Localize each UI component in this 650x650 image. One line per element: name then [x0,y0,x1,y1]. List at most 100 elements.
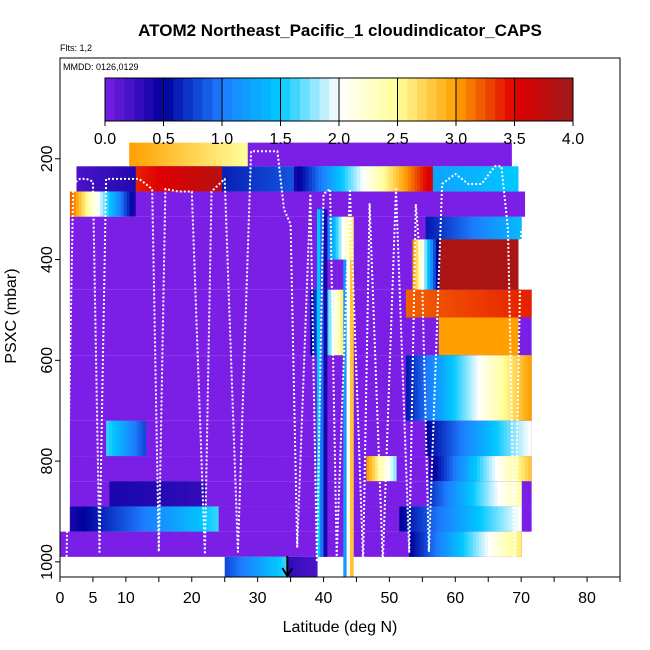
heat-strip [466,317,470,356]
heat-strip [518,216,522,240]
heat-strip [428,456,433,482]
heat-strip [231,506,236,532]
heat-strip [436,531,441,557]
heat-strip [402,289,406,356]
heat-strip [282,355,287,421]
heat-strip [472,142,476,167]
heat-strip [375,289,379,356]
heat-strip [374,531,379,557]
heat-strip [354,481,358,507]
heat-strip [351,166,355,192]
heat-strip [96,420,101,457]
heat-strip [138,289,143,356]
heat-strip [328,142,333,167]
colorbar-segment [485,78,496,121]
heat-strip [178,506,183,532]
heat-strip [450,355,455,421]
heat-strip [198,191,203,217]
colorbar-segment [465,78,476,121]
colorbar-segment [270,78,281,121]
heat-strip [243,506,248,532]
heat-strip [156,456,161,482]
heat-strip [199,506,204,532]
heat-strip [502,239,507,290]
heat-strip [437,420,442,457]
heat-strip [266,531,271,557]
colorbar-segment [348,78,359,121]
heat-strip [490,142,494,167]
heat-strip [363,506,367,532]
heat-strip [275,531,280,557]
heat-strip [306,289,311,356]
heat-strip [79,166,84,192]
heat-strip [384,166,388,192]
heat-strip [369,481,373,507]
heat-strip [87,456,92,482]
heat-strip [177,289,182,356]
colorbar-segment [212,78,223,121]
x-tick-label: 50 [381,590,399,607]
heat-strip [207,456,212,482]
heat-strip [341,216,345,260]
heat-strip [258,191,262,217]
heat-strip [186,355,191,421]
heat-strip [121,216,125,290]
heat-cell-33 [287,556,318,577]
heat-strip [88,166,93,192]
heat-strip [246,506,251,532]
heat-strip [201,191,206,217]
flight-track [65,150,523,563]
colorbar-segment [319,78,330,121]
heat-strip [474,355,479,421]
heat-strip [474,289,479,318]
heat-strip [215,166,220,192]
heat-strip [183,191,188,217]
heat-strip [147,289,152,356]
heat-strip [255,506,260,532]
heat-strip [466,239,470,290]
heat-strip [157,506,162,532]
heat-strip [192,289,197,356]
heat-strip [111,191,116,217]
heat-strip [463,531,468,557]
heat-strip [512,420,517,457]
heat-strip [93,191,98,217]
heat-strip [165,420,170,457]
heat-strip [285,355,290,421]
heat-strip [309,506,314,532]
heat-strip [500,506,504,532]
heat-strip [159,420,164,457]
heat-strip [203,142,207,167]
colorbar-tick-label: 2.5 [386,131,408,148]
heat-strip [354,191,358,217]
heat-strip [310,142,315,167]
heat-strip [206,531,211,557]
heat-strip [195,191,200,217]
heat-strip [396,355,400,421]
heat-strip [432,355,437,421]
heat-strip [490,531,495,557]
heat-strip [126,289,131,356]
heat-strip [458,420,463,457]
colorbar-segment [495,78,506,121]
heat-strip [367,142,372,167]
heat-strip [281,531,286,557]
heat-strip [439,166,444,192]
colorbar-segment [397,78,408,121]
heat-strip [460,142,464,167]
heat-strip [294,191,298,217]
heat-strip [118,420,122,457]
heat-strip [417,420,421,457]
heat-strip [508,142,512,167]
heat-strip [509,420,514,457]
heat-strip [326,531,331,557]
heat-strip [282,420,287,457]
heat-strip [507,355,511,421]
heat-strip [75,289,80,356]
heat-strip [363,191,367,217]
heat-strip [497,506,501,532]
y-tick-label: 200 [39,145,56,172]
heat-strip [271,216,275,290]
heat-strip [503,531,507,557]
